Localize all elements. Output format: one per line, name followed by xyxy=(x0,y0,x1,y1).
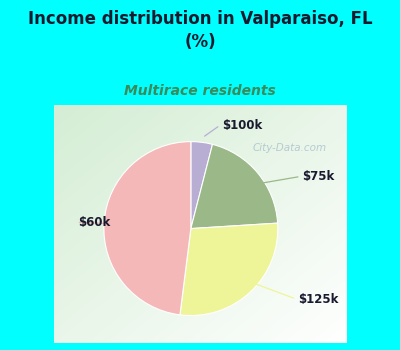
Wedge shape xyxy=(104,142,191,315)
Wedge shape xyxy=(191,144,278,229)
Text: $100k: $100k xyxy=(222,119,262,132)
Text: City-Data.com: City-Data.com xyxy=(253,143,327,153)
Text: $75k: $75k xyxy=(302,170,335,183)
Text: $60k: $60k xyxy=(78,216,110,229)
Text: Income distribution in Valparaiso, FL
(%): Income distribution in Valparaiso, FL (%… xyxy=(28,10,372,51)
Text: $125k: $125k xyxy=(298,293,338,306)
Wedge shape xyxy=(191,142,212,229)
Wedge shape xyxy=(180,223,278,316)
Text: Multirace residents: Multirace residents xyxy=(124,84,276,98)
